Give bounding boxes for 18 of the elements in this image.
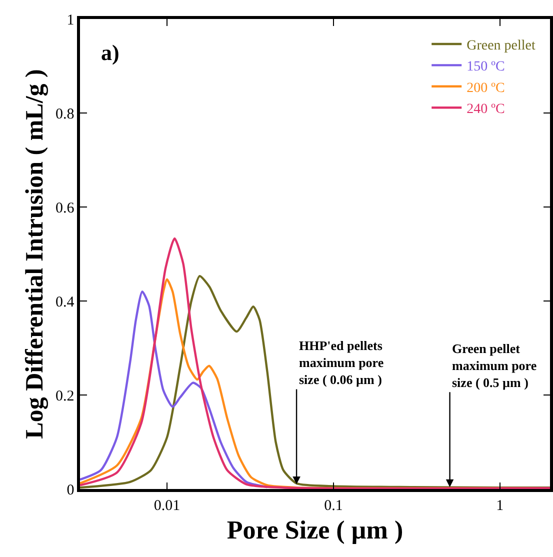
legend-label: Green pellet	[466, 38, 536, 54]
y-tick-label: 0.2	[56, 388, 74, 404]
y-tick-label: 0.6	[56, 200, 75, 216]
x-tick-label: 0.01	[154, 498, 180, 514]
annotation: Green pellet maximum pore size ( 0.5 µm )	[452, 341, 537, 390]
annotation: HHP'ed pellets maximum pore size ( 0.06 µm )	[299, 338, 384, 387]
annotation: a)	[101, 40, 120, 65]
legend-label: 240 ºC	[466, 102, 505, 118]
x-axis-title: Pore Size ( µm )	[226, 515, 404, 544]
y-tick-label: 1	[66, 12, 74, 28]
x-tick-label: 0.1	[324, 498, 343, 514]
legend-label: 200 ºC	[466, 80, 505, 96]
x-tick-label: 1	[496, 498, 504, 514]
y-axis-title: Log Differential Intrusion ( mL/g )	[21, 69, 48, 439]
legend-label: 150 ºC	[466, 60, 505, 75]
y-tick-label: 0.4	[56, 294, 75, 310]
y-tick-label: 0.8	[56, 106, 74, 122]
y-tick-label: 0	[66, 482, 74, 498]
